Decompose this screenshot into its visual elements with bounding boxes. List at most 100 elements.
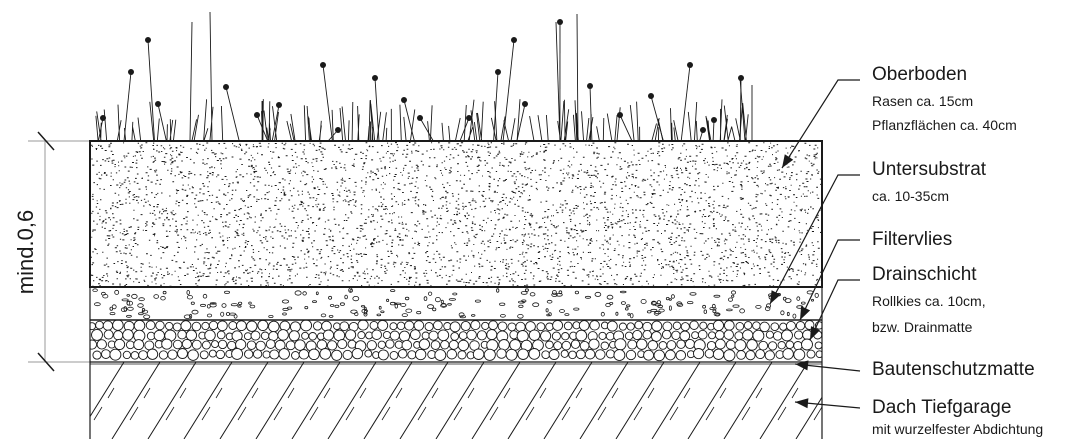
drain-pebble [138, 350, 148, 360]
drain-pebble [165, 321, 174, 331]
fine-gravel-pebble [328, 295, 333, 300]
fine-gravel-pebble [676, 303, 684, 307]
fine-gravel-pebble [499, 302, 506, 306]
fine-gravel-pebble [109, 306, 114, 311]
drain-gravel-pattern [90, 320, 822, 362]
fine-gravel-pebble [320, 313, 327, 318]
fine-gravel-pebble [363, 312, 368, 317]
drain-pebble [366, 340, 377, 351]
drain-pebble [430, 340, 441, 350]
drain-pebble [260, 331, 270, 341]
label-oberboden-title: Oberboden [872, 64, 967, 85]
fine-gravel-pebble [668, 298, 672, 301]
drain-pebble [191, 339, 202, 350]
drain-pebble [689, 320, 699, 330]
fine-gravel-pebble [499, 313, 506, 318]
drain-pebble [745, 350, 756, 361]
fine-gravel-pebble [206, 313, 213, 318]
drain-pebble [742, 329, 754, 341]
fine-gravel-pebble [766, 303, 772, 309]
seed-head [587, 83, 593, 89]
seed-head [100, 115, 106, 121]
drain-pebble [734, 331, 744, 341]
fine-gravel-pebble [651, 301, 657, 305]
drain-pebble [364, 349, 373, 358]
drain-pebble [675, 350, 687, 361]
drain-pebble [782, 348, 794, 360]
dimension-label: mind.0,6 [13, 210, 38, 294]
drain-pebble [181, 338, 192, 350]
seed-head [276, 102, 282, 108]
drain-pebble [457, 339, 470, 352]
seed-head [372, 75, 378, 81]
label-drainschicht-title: Drainschicht [872, 264, 977, 285]
flower-stem [374, 77, 380, 142]
fine-gravel-pebble [518, 304, 524, 308]
label-untersubstrat-note-1: ca. 10-35cm [872, 188, 949, 204]
drain-pebble [606, 320, 618, 332]
drain-pebble [723, 320, 735, 331]
drain-pebble [651, 320, 663, 332]
label-oberboden-note-1: Rasen ca. 15cm [872, 93, 973, 109]
drain-pebble [246, 320, 258, 332]
fine-gravel-pebble [416, 310, 422, 315]
drain-pebble [642, 329, 652, 340]
leader-arrowhead [810, 326, 820, 340]
fine-gravel-pebble [665, 296, 670, 301]
drain-pebble [294, 339, 306, 351]
seed-head [557, 19, 563, 25]
drain-pebble [301, 331, 310, 340]
seed-head [522, 101, 528, 107]
drain-pebble [122, 329, 134, 341]
leader-line [769, 174, 860, 305]
drain-pebble [563, 321, 573, 331]
drain-pebble [262, 350, 271, 359]
drain-pebble [483, 348, 496, 361]
label-drainschicht: Drainschicht Rollkies ca. 10cm, bzw. Dra… [872, 264, 986, 335]
fine-gravel-pebble [448, 298, 456, 301]
fine-gravel-pebble [153, 294, 160, 299]
fine-gravel-pebble [434, 296, 441, 303]
fine-gravel-pebble [732, 304, 740, 308]
fine-gravel-pebble [209, 302, 217, 305]
fine-gravel-pebble [380, 310, 385, 314]
fine-gravel-pebble [640, 298, 647, 304]
grass-blades [95, 11, 753, 142]
fine-gravel-pebble [160, 296, 166, 301]
fine-gravel-pebble [233, 314, 238, 319]
fine-gravel-pebble [109, 312, 116, 316]
fine-gravel-pebble [520, 291, 528, 295]
fine-gravel-pebble [344, 294, 348, 300]
fine-gravel-pebble [294, 290, 302, 296]
fine-gravel-pebble [646, 310, 652, 314]
drain-pebble [269, 349, 280, 360]
drain-pebble [236, 320, 247, 332]
drain-pebble [517, 348, 529, 360]
fine-gravel-pebble [125, 314, 132, 318]
drain-pebble [691, 331, 700, 340]
drain-pebble [161, 338, 173, 350]
drain-pebble [528, 329, 541, 341]
drain-pebble [605, 331, 615, 341]
drain-pebble [785, 340, 795, 349]
drain-pebble [584, 348, 596, 360]
fine-gravel-pebble [657, 304, 663, 309]
drain-pebble [725, 339, 736, 350]
drain-pebble [758, 340, 769, 351]
drain-pebble [568, 350, 577, 360]
drain-pebble [486, 329, 498, 341]
drain-pebble [815, 350, 822, 359]
drain-pebble [389, 330, 400, 341]
seed-head [466, 115, 472, 121]
drain-pebble [231, 347, 244, 360]
drain-pebble [265, 339, 276, 349]
fine-gravel-pebble [94, 302, 101, 307]
drain-pebble [389, 322, 398, 331]
fine-gravel-pebble [162, 290, 167, 295]
drain-pebble [755, 349, 766, 360]
label-drainschicht-note-1: Rollkies ca. 10cm, [872, 293, 986, 309]
drain-pebble [326, 340, 338, 351]
drain-pebble [211, 340, 219, 349]
flower-stem [403, 99, 415, 142]
fine-gravel-pebble [654, 311, 662, 315]
